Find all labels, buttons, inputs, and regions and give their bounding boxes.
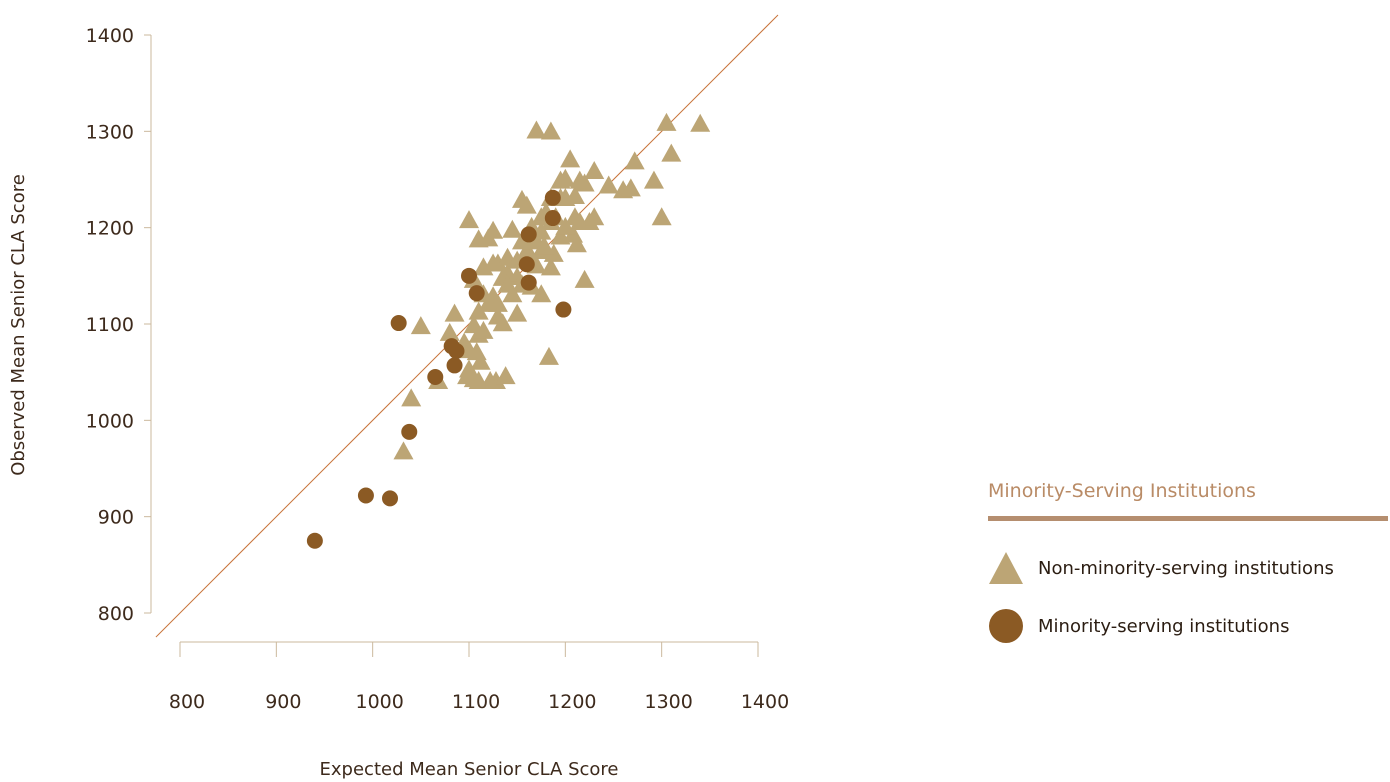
x-tick-label: 1400 <box>741 691 789 713</box>
data-point-circle <box>401 423 418 440</box>
x-tick-label: 1000 <box>355 691 403 713</box>
data-point-triangle <box>468 301 489 320</box>
data-point-triangle <box>459 210 479 229</box>
data-point-triangle <box>444 303 465 322</box>
data-point-triangle <box>473 257 494 276</box>
y-tick-label: 800 <box>98 603 134 625</box>
data-point-triangle <box>555 187 576 206</box>
y-axis-ticks: 800 900 1000 1100 1200 1300 1400 <box>86 25 151 625</box>
data-point-triangle <box>661 143 682 162</box>
data-point-circle <box>382 490 399 507</box>
x-tick-label: 1200 <box>548 691 596 713</box>
data-point-triangle <box>511 231 532 250</box>
legend-title: Minority-Serving Institutions <box>988 480 1256 502</box>
data-point-circle <box>357 487 374 504</box>
data-point-triangle <box>502 284 523 303</box>
data-point-circle <box>461 267 477 284</box>
data-point-triangle <box>555 216 576 235</box>
data-point-triangle <box>651 207 672 226</box>
data-point-circle <box>520 226 537 243</box>
data-point-triangle <box>566 234 587 253</box>
legend: Minority-Serving Institutions Non-minori… <box>988 480 1388 667</box>
x-tick-label: 900 <box>265 691 301 713</box>
y-tick-label: 1400 <box>86 25 134 47</box>
data-point-circle <box>468 285 485 302</box>
circle-icon <box>989 609 1023 643</box>
data-point-triangle <box>483 220 504 239</box>
data-point-triangle <box>516 195 537 214</box>
data-point-triangle <box>478 293 499 312</box>
legend-item-minority: Minority-serving institutions <box>988 609 1388 643</box>
y-tick-label: 1300 <box>86 121 134 143</box>
legend-divider <box>988 516 1388 521</box>
data-point-triangle <box>643 170 664 189</box>
data-point-triangle <box>485 371 506 389</box>
data-point-triangle <box>526 120 547 139</box>
data-point-circle <box>518 256 535 273</box>
triangle-icon <box>989 552 1023 584</box>
x-axis-title: Expected Mean Senior CLA Score <box>320 759 619 780</box>
data-point-circle <box>446 357 463 374</box>
data-point-triangle <box>690 113 711 132</box>
data-point-triangle <box>560 149 581 168</box>
data-point-triangle <box>410 316 431 335</box>
legend-item-non-minority: Non-minority-serving institutions <box>988 551 1388 585</box>
data-point-triangle <box>538 346 559 365</box>
data-point-circle <box>448 342 465 359</box>
data-point-triangle <box>574 173 595 192</box>
data-point-circle <box>390 315 407 332</box>
data-point-triangle <box>540 257 561 276</box>
legend-label-minority: Minority-serving institutions <box>1038 615 1290 637</box>
data-point-triangle <box>470 351 491 370</box>
data-point-triangle <box>624 151 645 170</box>
data-point-triangle <box>584 207 605 226</box>
data-point-circle <box>427 368 444 385</box>
y-tick-label: 1000 <box>86 410 134 432</box>
data-point-circle <box>306 532 323 549</box>
reference-line <box>155 14 779 638</box>
data-point-triangle <box>393 441 414 460</box>
x-tick-label: 800 <box>169 691 205 713</box>
series-minority-serving <box>306 189 572 549</box>
series-non-minority-serving <box>393 112 711 460</box>
data-point-triangle <box>495 366 516 385</box>
data-point-triangle <box>401 388 422 407</box>
data-point-triangle <box>439 322 460 341</box>
y-tick-label: 1100 <box>86 314 134 336</box>
data-point-triangle <box>502 219 523 238</box>
data-point-triangle <box>507 303 528 322</box>
data-point-triangle <box>620 178 641 197</box>
legend-label-non-minority: Non-minority-serving institutions <box>1038 557 1334 579</box>
data-point-triangle <box>473 320 494 339</box>
x-tick-label: 1100 <box>452 691 500 713</box>
x-axis-ticks: 800 900 1000 1100 1200 1300 1400 <box>169 642 789 713</box>
data-point-circle <box>544 210 561 227</box>
data-point-triangle <box>534 236 555 255</box>
data-point-triangle <box>584 160 605 179</box>
data-point-triangle <box>550 226 571 245</box>
x-tick-label: 1300 <box>644 691 692 713</box>
data-point-triangle <box>656 112 677 131</box>
data-point-triangle <box>598 175 619 194</box>
data-point-triangle <box>531 284 552 303</box>
data-point-circle <box>520 274 537 291</box>
data-point-triangle <box>540 121 561 140</box>
data-point-circle <box>555 301 572 318</box>
y-axis-title: Observed Mean Senior CLA Score <box>8 174 29 476</box>
y-tick-label: 900 <box>98 507 134 529</box>
y-tick-label: 1200 <box>86 218 134 240</box>
data-point-triangle <box>574 269 595 288</box>
data-point-triangle <box>487 306 508 325</box>
data-point-triangle <box>550 170 571 189</box>
data-point-circle <box>544 189 561 206</box>
